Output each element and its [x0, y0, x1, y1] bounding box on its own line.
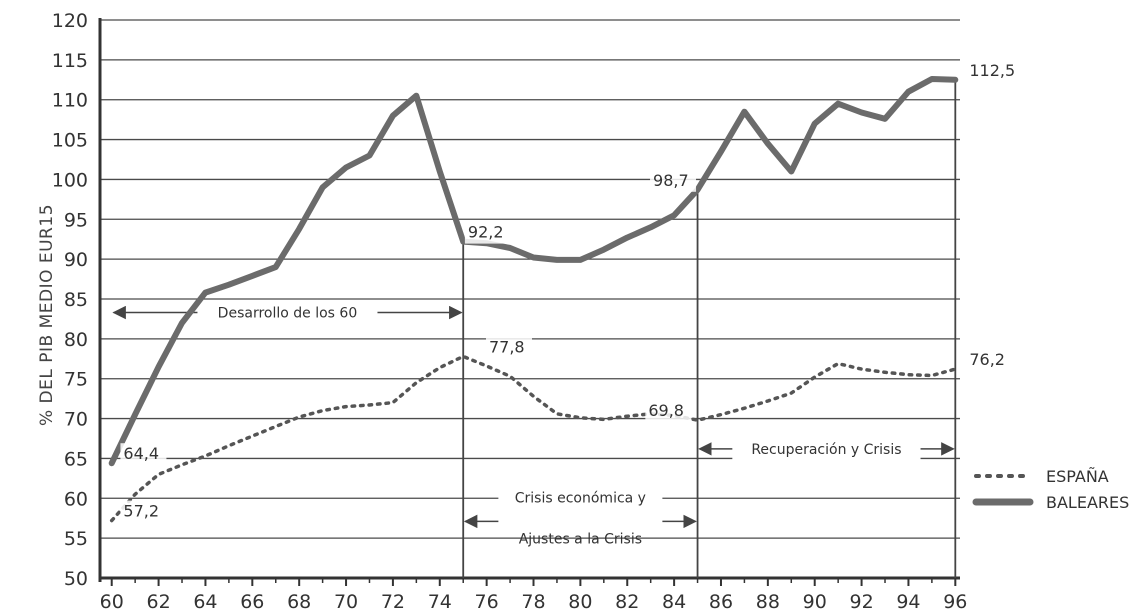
y-tick-70: 70 [64, 409, 88, 431]
vertical-markers [462, 79, 957, 578]
grid-lines [100, 19, 960, 579]
x-tick-76: 76 [475, 591, 499, 613]
period-label-0: Desarrollo de los 60 [218, 306, 358, 322]
value-label-3: 77,8 [489, 337, 525, 356]
y-axis-label: % DEL PIB MEDIO EUR15 [37, 204, 57, 426]
period-label-bg-0 [197, 301, 378, 324]
value-label-bg-5 [645, 400, 692, 423]
value-label-1: 57,2 [123, 502, 159, 521]
x-tick-74: 74 [428, 591, 452, 613]
y-tick-95: 95 [64, 209, 88, 231]
x-tick-60: 60 [100, 591, 124, 613]
legend-label-baleares: BALEARES [1046, 493, 1129, 512]
series-lines [108, 76, 959, 523]
x-tick-64: 64 [193, 591, 217, 613]
x-tick-68: 68 [287, 591, 311, 613]
x-tick-88: 88 [756, 591, 780, 613]
period-label-1-line-1: Ajustes a la Crisis [519, 531, 642, 547]
x-tick-labels: 60 62 64 66 68 70 72 74 76 78 80 82 84 86 88 90 92 94 96 [100, 591, 968, 613]
value-label-4: 98,7 [653, 171, 689, 190]
y-tick-50: 50 [64, 568, 88, 590]
y-tick-115: 115 [52, 50, 88, 72]
period-label-bg-2 [732, 437, 921, 460]
x-tick-82: 82 [615, 591, 639, 613]
x-tick-80: 80 [568, 591, 592, 613]
x-tick-92: 92 [849, 591, 873, 613]
value-labels: 64,4 57,2 92,2 77,8 98,7 69,8 112,5 76,2 [120, 59, 1023, 523]
y-tick-100: 100 [52, 169, 88, 191]
x-tick-78: 78 [521, 591, 545, 613]
value-label-2: 92,2 [468, 223, 504, 242]
y-tick-55: 55 [64, 528, 88, 550]
value-label-bg-7 [966, 349, 1013, 372]
series-line-españa [109, 354, 958, 523]
x-tick-62: 62 [146, 591, 170, 613]
y-tick-65: 65 [64, 448, 88, 470]
period-annotations: Desarrollo de los 60 Crisis económica y Aj… [112, 301, 955, 547]
period-label-2: Recuperación y Crisis [751, 442, 901, 458]
x-tick-72: 72 [381, 591, 405, 613]
axes [98, 18, 960, 586]
y-tick-105: 105 [52, 130, 88, 152]
x-tick-66: 66 [240, 591, 264, 613]
legend: ESPAÑA BALEARES [972, 467, 1129, 512]
value-label-5: 69,8 [648, 401, 684, 420]
value-label-bg-4 [650, 169, 697, 192]
x-tick-96: 96 [943, 591, 967, 613]
y-tick-75: 75 [64, 369, 88, 391]
x-tick-86: 86 [709, 591, 733, 613]
y-tick-60: 60 [64, 488, 88, 510]
x-tick-94: 94 [896, 591, 920, 613]
x-tick-90: 90 [803, 591, 827, 613]
y-tick-90: 90 [64, 249, 88, 271]
value-label-bg-3 [485, 336, 532, 359]
x-tick-84: 84 [662, 591, 686, 613]
series-line-baleares [108, 76, 959, 467]
legend-label-españa: ESPAÑA [1046, 467, 1109, 486]
value-label-bg-2 [464, 221, 511, 244]
value-label-7: 76,2 [969, 350, 1005, 369]
y-tick-labels: 50 55 60 65 70 75 80 85 90 95 100 105 110 115 120 [52, 10, 88, 590]
value-label-6: 112,5 [969, 61, 1015, 80]
x-tick-70: 70 [334, 591, 358, 613]
y-tick-80: 80 [64, 329, 88, 351]
value-label-0: 64,4 [123, 444, 159, 463]
y-tick-120: 120 [52, 10, 88, 32]
y-tick-85: 85 [64, 289, 88, 311]
value-label-bg-6 [966, 59, 1023, 82]
y-tick-110: 110 [52, 90, 88, 112]
period-label-1-line-0: Crisis económica y [515, 490, 646, 506]
value-label-bg-1 [120, 500, 167, 523]
period-label-bg-1 [498, 483, 663, 536]
value-label-bg-0 [120, 443, 167, 466]
